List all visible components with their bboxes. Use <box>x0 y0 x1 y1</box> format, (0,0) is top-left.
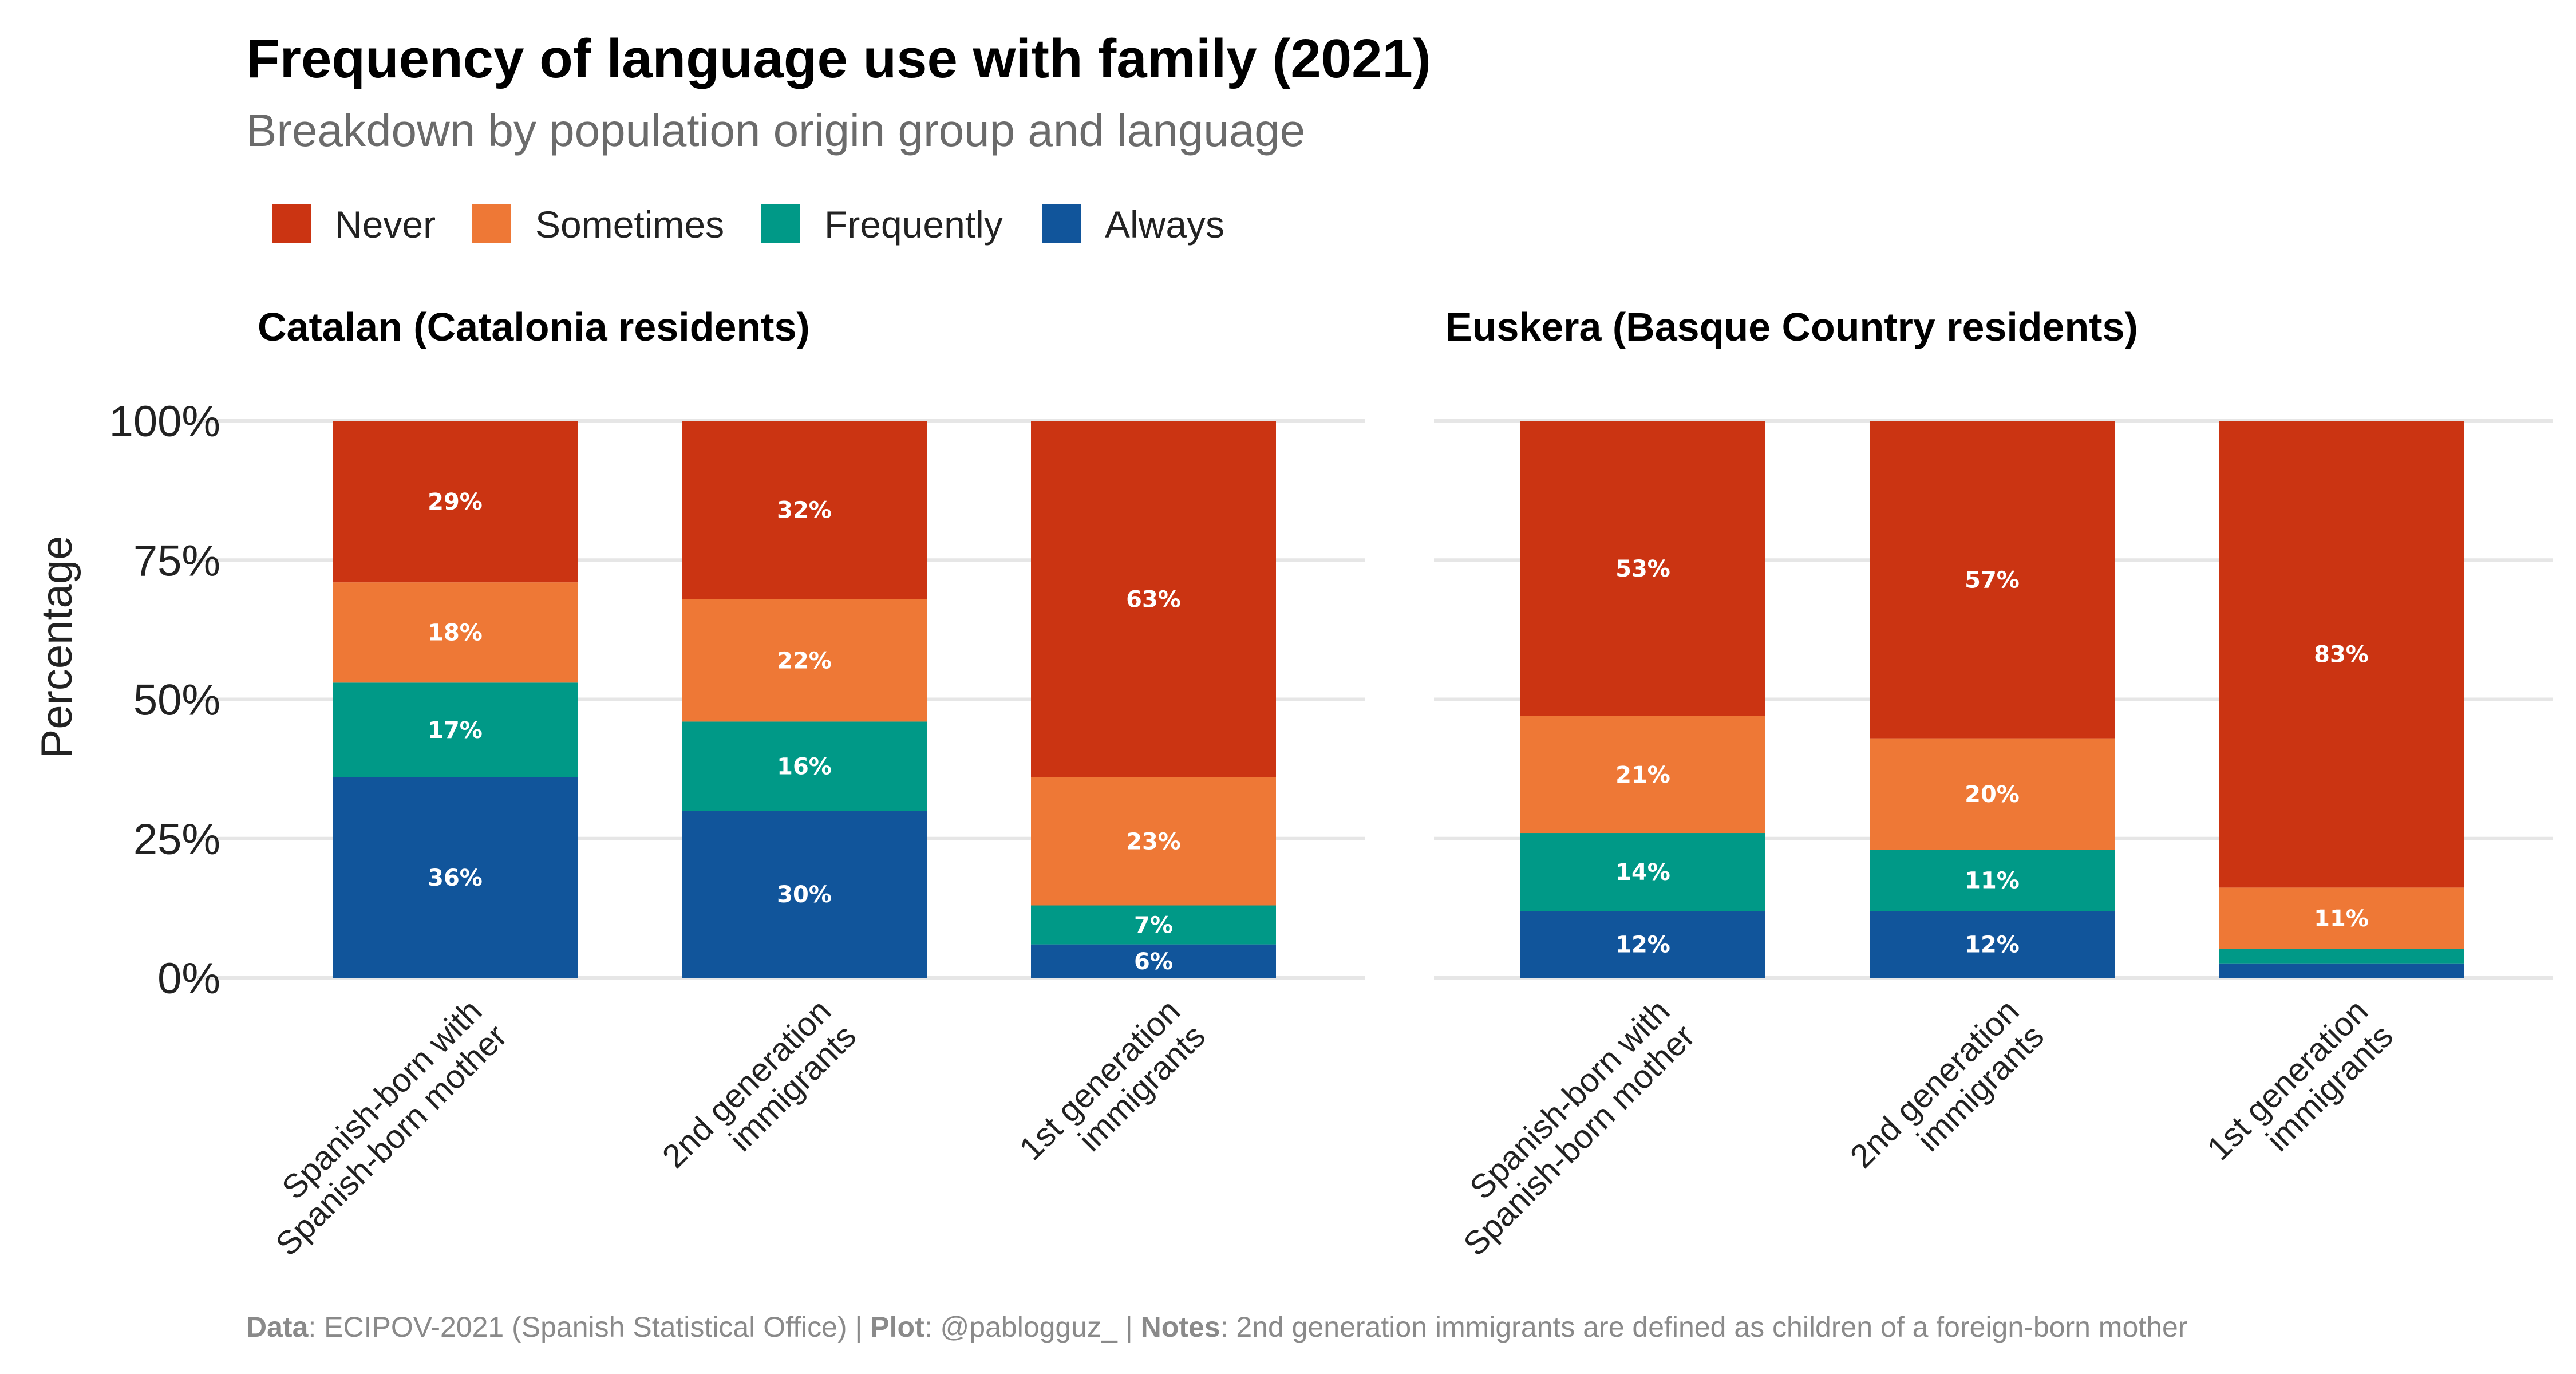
legend-label-frequently: Frequently <box>824 203 1003 246</box>
data-label: 16% <box>777 753 832 780</box>
legend-swatch-never <box>272 204 311 243</box>
data-label: 57% <box>1965 567 2020 593</box>
y-axis-title: Percentage <box>33 536 81 759</box>
bar-segment-always <box>1870 911 2115 978</box>
panel-euskera: Euskera (Basque Country residents) 12% 14%… <box>1431 305 2553 1263</box>
bar-segment-always <box>1520 911 1765 978</box>
bar-segment-frequently <box>682 721 927 811</box>
data-label: 6% <box>1134 949 1173 975</box>
data-label: 22% <box>777 647 832 674</box>
data-label: 11% <box>1965 868 2020 894</box>
bar-segment-sometimes <box>333 582 578 683</box>
data-label: 20% <box>1965 781 2020 808</box>
legend-label-sometimes: Sometimes <box>535 203 724 246</box>
bar-segment-frequently <box>333 682 578 777</box>
legend-label-never: Never <box>335 203 436 246</box>
caption: Data: ECIPOV-2021 (Spanish Statistical O… <box>246 1311 2187 1343</box>
data-label: 36% <box>428 865 483 891</box>
panel-title: Euskera (Basque Country residents) <box>1445 305 2138 349</box>
data-label: 17% <box>428 717 483 744</box>
legend-label-always: Always <box>1105 203 1224 246</box>
data-label: 29% <box>428 489 483 515</box>
x-category-label: 2nd generationimmigrants <box>1843 992 2051 1200</box>
bar-segment-sometimes <box>1031 777 1276 906</box>
x-category-label: Spanish-born withSpanish-born mother <box>243 992 514 1263</box>
panel-catalan: Catalan (Catalonia residents) 0% 25% 50% 75%… <box>109 305 1365 1263</box>
bar-segment-never <box>2219 421 2464 888</box>
y-tick-label: 75% <box>133 536 220 585</box>
legend: Never Sometimes Frequently Always <box>272 203 1224 246</box>
data-label: 30% <box>777 882 832 908</box>
bar-segment-sometimes <box>1870 738 2115 850</box>
x-category-label-line: Spanish-born mother <box>1456 1017 1702 1263</box>
bar-segment-always <box>682 811 927 978</box>
y-tick-label: 50% <box>133 676 220 725</box>
data-label: 12% <box>1965 932 2020 958</box>
bar-segment-never <box>1031 421 1276 777</box>
legend-swatch-frequently <box>761 204 800 243</box>
x-category-label: 1st generationimmigrants <box>2200 992 2400 1193</box>
bar-segment-never <box>333 421 578 583</box>
bar-segment-frequently <box>2219 949 2464 964</box>
caption-data-value: : ECIPOV-2021 (Spanish Statistical Offic… <box>308 1311 870 1343</box>
x-category-label-line: Spanish-born mother <box>268 1017 514 1263</box>
y-tick-label: 25% <box>133 815 220 864</box>
x-category-label: 2nd generationimmigrants <box>655 992 863 1200</box>
x-category-label: Spanish-born withSpanish-born mother <box>1431 992 1702 1263</box>
bar-segment-frequently <box>1031 905 1276 945</box>
caption-data-key: Data <box>246 1311 309 1343</box>
bar-segment-never <box>682 421 927 599</box>
bar-segment-sometimes <box>1520 716 1765 834</box>
caption-plot-key: Plot <box>870 1311 924 1343</box>
bar-segment-never <box>1870 421 2115 739</box>
chart-title: Frequency of language use with family (2… <box>246 28 1431 89</box>
bar-segment-frequently <box>1520 833 1765 911</box>
data-label: 23% <box>1126 829 1181 855</box>
data-label: 83% <box>2314 642 2369 668</box>
data-label: 21% <box>1615 762 1670 788</box>
data-label: 12% <box>1615 932 1670 958</box>
data-label: 7% <box>1134 913 1173 939</box>
caption-plot-value: : @pablogguz_ | <box>924 1311 1141 1343</box>
bar-segment-always <box>1031 944 1276 978</box>
bar-segment-always <box>2219 963 2464 978</box>
caption-notes-key: Notes <box>1141 1311 1220 1343</box>
legend-swatch-always <box>1042 204 1081 243</box>
y-tick-label: 100% <box>109 397 220 446</box>
legend-swatch-sometimes <box>472 204 511 243</box>
data-label: 32% <box>777 498 832 524</box>
y-tick-label: 0% <box>157 954 220 1003</box>
panel-title: Catalan (Catalonia residents) <box>258 305 810 349</box>
bar-segment-sometimes <box>682 599 927 722</box>
chart-subtitle: Breakdown by population origin group and… <box>246 105 1305 156</box>
bar-segment-frequently <box>1870 850 2115 911</box>
bar-segment-sometimes <box>2219 887 2464 949</box>
data-label: 11% <box>2314 906 2369 932</box>
data-label: 63% <box>1126 586 1181 613</box>
x-category-label: 1st generationimmigrants <box>1012 992 1212 1193</box>
caption-notes-value: : 2nd generation immigrants are defined … <box>1220 1311 2188 1343</box>
data-label: 53% <box>1615 556 1670 582</box>
data-label: 14% <box>1615 859 1670 886</box>
bar-segment-always <box>333 777 578 978</box>
bar-segment-never <box>1520 421 1765 716</box>
data-label: 18% <box>428 620 483 646</box>
